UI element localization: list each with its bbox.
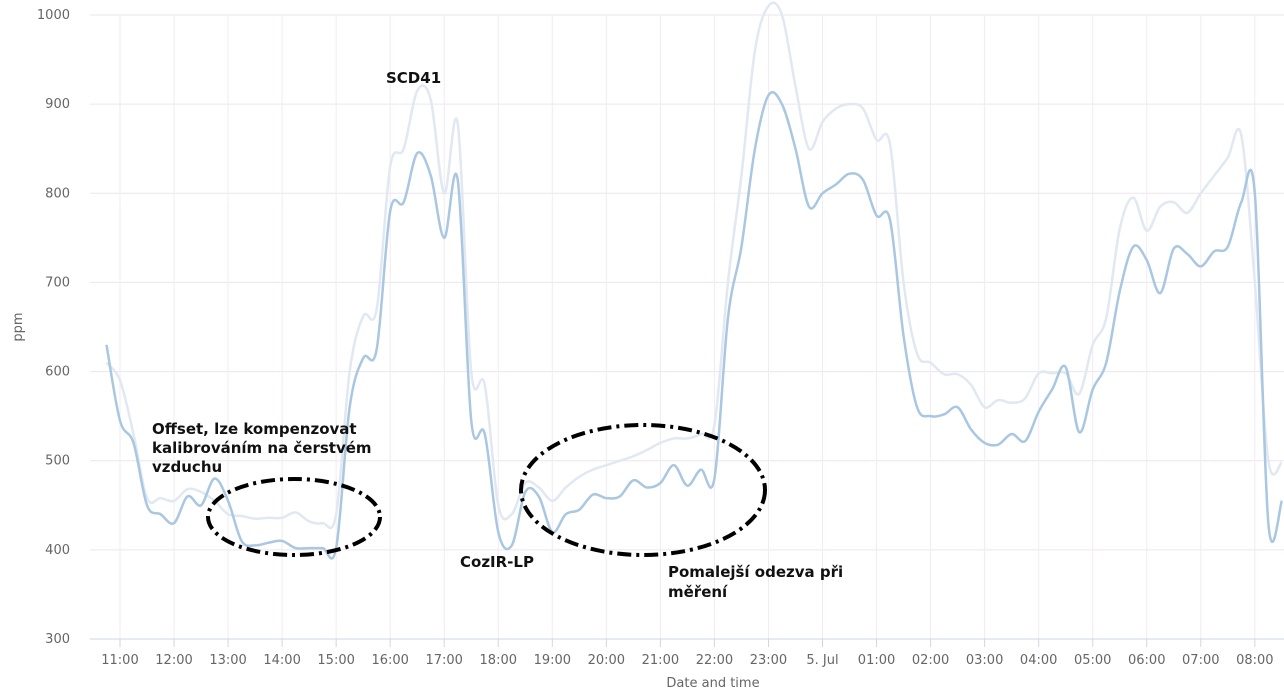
x-tick-label: 18:00 bbox=[480, 653, 517, 668]
series-line bbox=[105, 90, 1284, 560]
x-tick-label: 12:00 bbox=[155, 653, 192, 668]
x-tick-label: 13:00 bbox=[209, 653, 246, 668]
y-tick-label: 400 bbox=[45, 543, 70, 558]
x-tick-label: 14:00 bbox=[263, 653, 300, 668]
x-tick-label: 5. Jul bbox=[806, 653, 838, 668]
highlight-ellipse bbox=[519, 423, 767, 557]
annotation: CozIR-LP bbox=[460, 553, 534, 571]
x-tick-label: 22:00 bbox=[696, 653, 733, 668]
x-tick-label: 23:00 bbox=[750, 653, 787, 668]
highlight-ellipse bbox=[206, 477, 382, 557]
annotation: Offset, lze kompenzovat kalibrováním na … bbox=[152, 420, 377, 476]
y-axis-title: ppm bbox=[11, 312, 26, 341]
series-line bbox=[105, 1, 1284, 530]
x-tick-label: 02:00 bbox=[912, 653, 949, 668]
x-tick-label: 19:00 bbox=[534, 653, 571, 668]
x-tick-label: 06:00 bbox=[1128, 653, 1165, 668]
x-tick-label: 01:00 bbox=[858, 653, 895, 668]
x-tick-label: 16:00 bbox=[371, 653, 408, 668]
y-tick-label: 800 bbox=[45, 186, 70, 201]
y-tick-label: 300 bbox=[45, 632, 70, 647]
x-tick-label: 15:00 bbox=[317, 653, 354, 668]
y-tick-label: 900 bbox=[45, 97, 70, 112]
y-tick-label: 600 bbox=[45, 365, 70, 380]
annotation: SCD41 bbox=[386, 69, 441, 87]
lines bbox=[105, 1, 1284, 560]
annotation: Pomalejší odezva při měření bbox=[668, 563, 848, 601]
x-tick-label: 17:00 bbox=[425, 653, 462, 668]
x-tick-label: 11:00 bbox=[101, 653, 138, 668]
x-tick-label: 05:00 bbox=[1074, 653, 1111, 668]
x-tick-label: 04:00 bbox=[1020, 653, 1057, 668]
x-tick-label: 21:00 bbox=[642, 653, 679, 668]
grid bbox=[90, 14, 1284, 647]
y-tick-label: 1000 bbox=[37, 8, 70, 23]
y-tick-label: 700 bbox=[45, 275, 70, 290]
x-tick-label: 03:00 bbox=[966, 653, 1003, 668]
x-axis-title: Date and time bbox=[666, 676, 759, 690]
x-tick-label: 20:00 bbox=[588, 653, 625, 668]
x-tick-label: 08:00 bbox=[1236, 653, 1273, 668]
y-tick-label: 500 bbox=[45, 454, 70, 469]
x-tick-label: 07:00 bbox=[1182, 653, 1219, 668]
